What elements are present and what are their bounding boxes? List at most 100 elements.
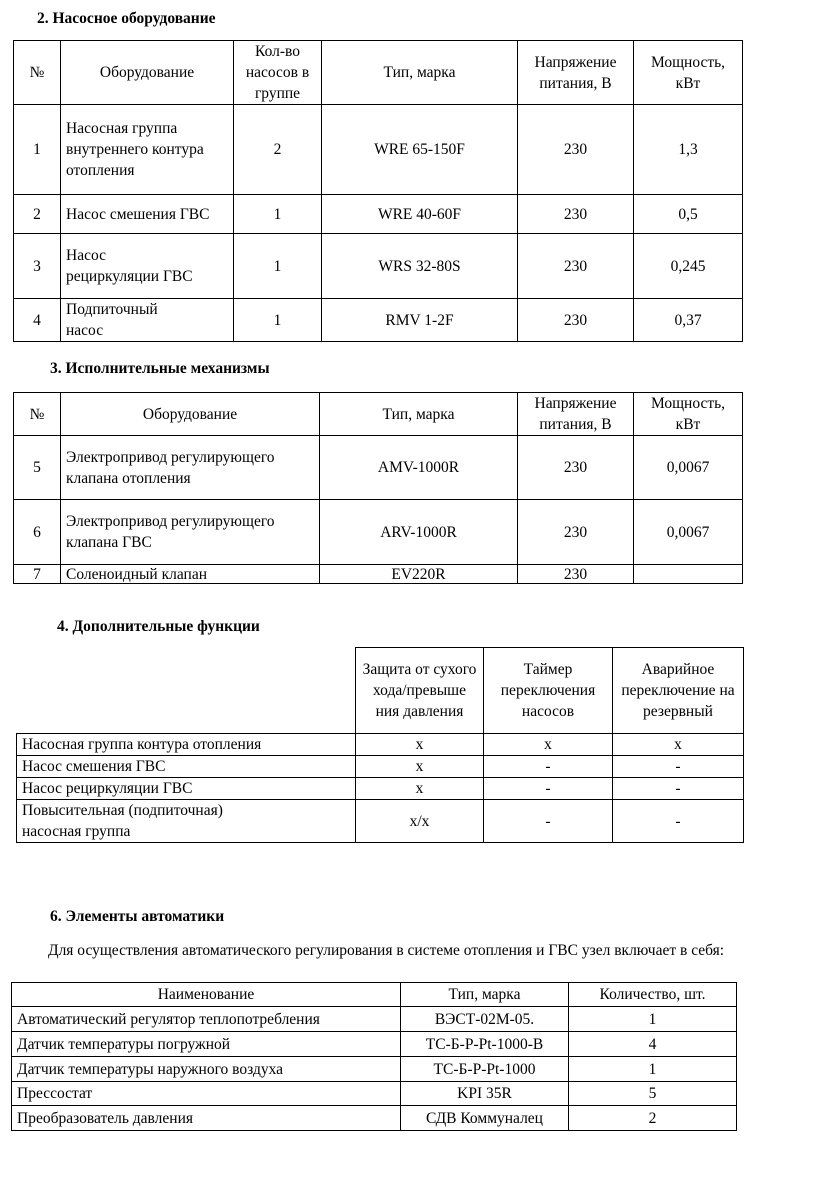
cell: Датчик температуры погружной — [11, 1031, 401, 1057]
table-row: Повысительная (подпиточная) насосная гру… — [16, 799, 744, 843]
table-row: Прессостат KPI 35R 5 — [11, 1081, 737, 1106]
header-cell: Тип, марка — [400, 982, 569, 1007]
cell: Насос смешения ГВС — [16, 755, 356, 778]
cell: Датчик температуры наружного воздуха — [11, 1056, 401, 1082]
header-cell: Тип, марка — [319, 392, 518, 436]
cell: x — [355, 733, 484, 756]
cell: WRE 40-60F — [321, 194, 518, 234]
table-row: 2 Насос смешения ГВС 1 WRE 40-60F 230 0,5 — [13, 194, 743, 234]
cell: - — [483, 799, 613, 843]
cell: 5 — [568, 1081, 737, 1106]
table-header: № Оборудование Кол-во насосов в группе Тип,… — [13, 40, 743, 105]
table-row: 3 Насос рециркуляции ГВС 1 WRS 32-80S 230 0,2… — [13, 233, 743, 299]
cell: 2 — [13, 194, 61, 234]
section-2-title: 2. Насосное оборудование — [37, 10, 216, 27]
cell: 6 — [13, 499, 61, 565]
header-cell: Мощность, кВт — [633, 40, 743, 105]
cell: RMV 1-2F — [321, 298, 518, 342]
cell: 230 — [517, 104, 634, 195]
cell: 1 — [233, 194, 322, 234]
cell: 1 — [568, 1056, 737, 1082]
cell: 0,37 — [633, 298, 743, 342]
cell: - — [612, 799, 744, 843]
header-cell: № — [13, 392, 61, 436]
automation-table: Наименование Тип, марка Количество, шт. Ав… — [11, 982, 737, 1131]
table-header: Наименование Тип, марка Количество, шт. — [11, 982, 737, 1007]
cell: - — [483, 755, 613, 778]
header-cell: Количество, шт. — [568, 982, 737, 1007]
cell: ТС-Б-Р-Pt-1000 — [400, 1056, 569, 1082]
cell — [633, 564, 743, 584]
cell: - — [612, 755, 744, 778]
cell: 230 — [517, 435, 634, 500]
header-cell: Таймер переключения насосов — [483, 647, 613, 734]
cell: 1 — [233, 298, 322, 342]
table-row: 4 Подпиточный насос 1 RMV 1-2F 230 0,37 — [13, 298, 743, 342]
header-cell: Наименование — [11, 982, 401, 1007]
cell: 230 — [517, 564, 634, 584]
cell: 2 — [233, 104, 322, 195]
cell: Насосная группа контура отопления — [16, 733, 356, 756]
cell: x — [355, 777, 484, 800]
table-row: Насосная группа контура отопления x x x — [16, 733, 744, 756]
cell: x — [483, 733, 613, 756]
cell: EV220R — [319, 564, 518, 584]
cell: 230 — [517, 233, 634, 299]
cell: 0,0067 — [633, 435, 743, 500]
actuators-table: № Оборудование Тип, марка Напряжение питани… — [13, 392, 743, 584]
cell: Соленоидный клапан — [60, 564, 320, 584]
cell: Автоматический регулятор теплопотреблени… — [11, 1006, 401, 1032]
cell: ВЭСТ-02М-05. — [400, 1006, 569, 1032]
header-cell: Кол-во насосов в группе — [233, 40, 322, 105]
cell: - — [612, 777, 744, 800]
cell: AMV-1000R — [319, 435, 518, 500]
cell: Повысительная (подпиточная) насосная гру… — [16, 799, 356, 843]
cell: Насос рециркуляции ГВС — [60, 233, 234, 299]
intro-paragraph: Для осуществления автоматического регули… — [48, 942, 725, 959]
table-row: 1 Насосная группа внутреннего контура ото… — [13, 104, 743, 195]
table-row: Датчик температуры погружной ТС-Б-Р-Pt-10… — [11, 1031, 737, 1057]
cell: Подпиточный насос — [60, 298, 234, 342]
cell: 2 — [568, 1105, 737, 1131]
cell: 4 — [13, 298, 61, 342]
cell: Преобразователь давления — [11, 1105, 401, 1131]
cell: Насосная группа внутреннего контура отоп… — [60, 104, 234, 195]
cell: 4 — [568, 1031, 737, 1057]
cell: 230 — [517, 194, 634, 234]
cell: WRS 32-80S — [321, 233, 518, 299]
table-row: 6 Электропривод регулирующего клапана ГВС… — [13, 499, 743, 565]
header-cell: Мощность, кВт — [633, 392, 743, 436]
cell: - — [483, 777, 613, 800]
section-3-title: 3. Исполнительные механизмы — [50, 360, 270, 377]
table-row: Насос рециркуляции ГВС x - - — [16, 777, 744, 800]
table-row: 5 Электропривод регулирующего клапана ото… — [13, 435, 743, 500]
header-cell: Напряжение питания, В — [517, 40, 634, 105]
table-row: Автоматический регулятор теплопотреблени… — [11, 1006, 737, 1032]
table-row: Насос смешения ГВС x - - — [16, 755, 744, 778]
functions-table: Защита от сухого хода/превыше ния давлен… — [16, 647, 744, 843]
cell: x/x — [355, 799, 484, 843]
header-cell: № — [13, 40, 61, 105]
table-row: Датчик температуры наружного воздуха ТС-Б… — [11, 1056, 737, 1082]
cell: ARV-1000R — [319, 499, 518, 565]
cell: x — [355, 755, 484, 778]
empty-cell — [17, 648, 356, 734]
cell: Электропривод регулирующего клапана отоп… — [60, 435, 320, 500]
cell: 0,0067 — [633, 499, 743, 565]
cell: Насос смешения ГВС — [60, 194, 234, 234]
table-row: Преобразователь давления СДВ Коммуналец 2 — [11, 1105, 737, 1131]
header-cell: Тип, марка — [321, 40, 518, 105]
header-cell: Аварийное переключение на резервный — [612, 647, 744, 734]
cell: 1 — [13, 104, 61, 195]
cell: ТС-Б-Р-Pt-1000-В — [400, 1031, 569, 1057]
cell: 5 — [13, 435, 61, 500]
header-cell: Защита от сухого хода/превыше ния давлен… — [355, 647, 484, 734]
section-6-title: 6. Элементы автоматики — [50, 908, 225, 925]
cell: x — [612, 733, 744, 756]
cell: WRE 65-150F — [321, 104, 518, 195]
header-cell: Оборудование — [60, 40, 234, 105]
cell: 7 — [13, 564, 61, 584]
cell: 230 — [517, 499, 634, 565]
table-header: № Оборудование Тип, марка Напряжение питани… — [13, 392, 743, 436]
header-cell: Оборудование — [60, 392, 320, 436]
